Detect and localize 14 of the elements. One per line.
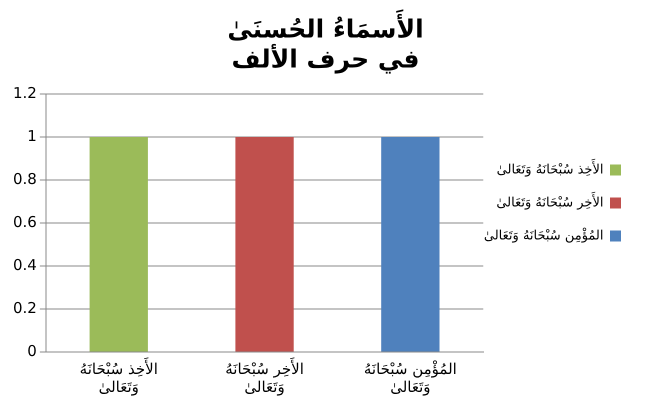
y-tick-label: 0.2 <box>12 298 37 317</box>
y-tick-label: 1.2 <box>12 84 37 102</box>
x-tick-label: المُؤْمِن سُبْحَانَهُ وَتَعَالىٰ <box>364 360 457 396</box>
y-tick-label: 1 <box>27 126 37 145</box>
legend-label: الأَخِذ سُبْحَانَهُ وَتَعَالىٰ <box>496 158 604 178</box>
y-tick-label: 0 <box>27 342 37 360</box>
y-tick-label: 0.4 <box>12 256 37 274</box>
legend-label: الأَخِر سُبْحَانَهُ وَتَعَالىٰ <box>496 191 604 210</box>
x-tick-label: الأَخِر سُبْحَانَهُ وَتَعَالىٰ <box>225 356 304 396</box>
y-tick-label: 0.8 <box>12 170 37 188</box>
chart-title: الأَسمَاءُ الحُسنَىٰ في حرف الألف <box>227 8 424 74</box>
x-tick-label: الأَخِذ سُبْحَانَهُ وَتَعَالىٰ <box>80 356 158 396</box>
legend-label: المُؤْمِن سُبْحَانَهُ وَتَعَالىٰ <box>484 227 604 244</box>
y-tick-label: 0.6 <box>12 212 37 231</box>
